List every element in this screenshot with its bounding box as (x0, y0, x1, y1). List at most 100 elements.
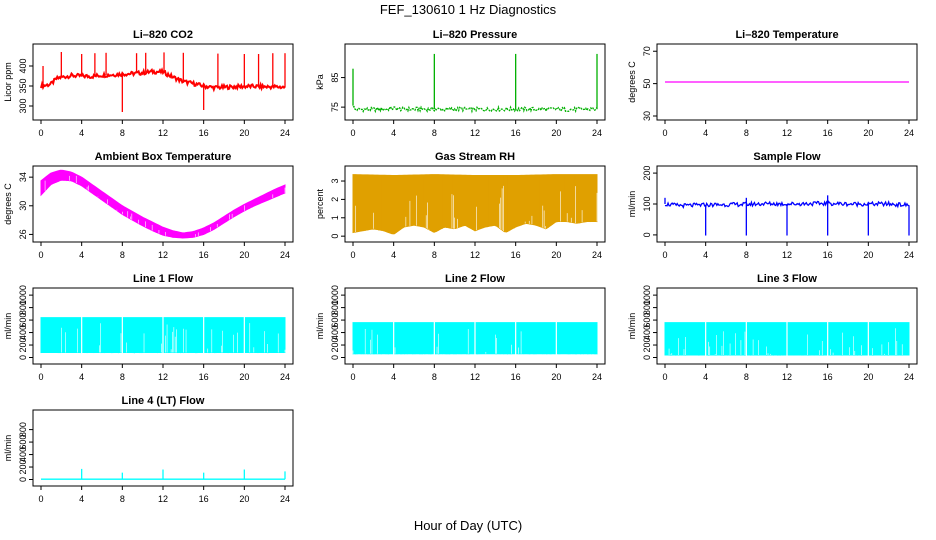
panel-3-ylabel: degrees C (627, 61, 637, 103)
panel-10-ytick-label: 200 (18, 460, 28, 475)
panel-6-xtick-label: 12 (782, 250, 792, 260)
panel-3-ytick-label: 70 (642, 46, 652, 56)
panel-5-ytick-label: 2 (330, 197, 340, 202)
panel-9-title: Line 3 Flow (757, 273, 817, 285)
panel-2-xtick-label: 8 (432, 128, 437, 138)
panel-3-xtick-label: 16 (823, 128, 833, 138)
panel-9-ylabel: ml/min (627, 313, 637, 340)
panel-10-xtick-label: 24 (280, 494, 290, 504)
panel-9-xtick-label: 24 (904, 372, 914, 382)
panel-3-xtick-label: 4 (703, 128, 708, 138)
panel-1-xtick-label: 8 (120, 128, 125, 138)
panel-6-xtick-label: 16 (823, 250, 833, 260)
panel-5-ytick-label: 0 (330, 234, 340, 239)
panel-7-ytick-label: 0 (18, 355, 28, 360)
panel-1-xtick-label: 24 (280, 128, 290, 138)
panel-5-xtick-label: 4 (391, 250, 396, 260)
panel-4-xtick-label: 4 (79, 250, 84, 260)
panel-2-ylabel: kPa (315, 74, 325, 90)
panel-4-xtick-label: 24 (280, 250, 290, 260)
panel-8-xtick-label: 16 (511, 372, 521, 382)
panel-8-xtick-label: 4 (391, 372, 396, 382)
panel-5-xtick-label: 16 (511, 250, 521, 260)
panel-8-ytick-label: 200 (330, 338, 340, 353)
panel-3-title: Li–820 Temperature (735, 29, 838, 41)
panel-7-ytick-label: 800 (18, 300, 28, 315)
panel-1-xtick-label: 0 (38, 128, 43, 138)
panel-7-ytick-label: 200 (18, 338, 28, 353)
panel-4-title: Ambient Box Temperature (95, 151, 232, 163)
panel-7-ylabel: ml/min (3, 313, 13, 340)
panel-3-ytick-label: 50 (642, 79, 652, 89)
panel-9-xtick-label: 20 (863, 372, 873, 382)
panel-5-title: Gas Stream RH (435, 151, 515, 163)
panel-1-ylabel: Licor ppm (3, 62, 13, 102)
panel-10-ytick-label: 800 (18, 422, 28, 437)
panel-4-ylabel: degrees C (3, 183, 13, 225)
panel-1-series-line-1 (40, 67, 286, 93)
panel-9-xtick-label: 4 (703, 372, 708, 382)
panel-8-ytick-label: 800 (330, 300, 340, 315)
panel-9-ytick-label: 400 (642, 325, 652, 340)
panel-5-xtick-label: 12 (470, 250, 480, 260)
panel-5-xtick-label: 24 (592, 250, 602, 260)
panel-2-xtick-label: 24 (592, 128, 602, 138)
panel-8-ytick-label: 1000 (330, 285, 340, 305)
panel-2-ytick-label: 75 (330, 102, 340, 112)
panel-10-xtick-label: 20 (239, 494, 249, 504)
panel-5-ylabel: percent (315, 188, 325, 219)
panel-10-xtick-label: 12 (158, 494, 168, 504)
panel-7-xtick-label: 12 (158, 372, 168, 382)
panel-3-xtick-label: 24 (904, 128, 914, 138)
panel-9-xtick-label: 8 (744, 372, 749, 382)
panel-8-xtick-label: 0 (350, 372, 355, 382)
panel-6-xtick-label: 8 (744, 250, 749, 260)
panel-10-ytick-label: 600 (18, 435, 28, 450)
panel-6-ytick-label: 200 (642, 166, 652, 181)
panel-9-ytick-label: 1000 (642, 285, 652, 305)
panel-5-ytick-label: 3 (330, 179, 340, 184)
figure-title: FEF_130610 1 Hz Diagnostics (379, 2, 557, 17)
panel-3-xtick-label: 20 (863, 128, 873, 138)
panel-7-ytick-label: 600 (18, 313, 28, 328)
panel-4-xtick-label: 20 (239, 250, 249, 260)
panel-8-xtick-label: 12 (470, 372, 480, 382)
panel-2-xtick-label: 20 (551, 128, 561, 138)
panel-6-ylabel: ml/min (627, 191, 637, 218)
panel-8-ytick-label: 600 (330, 313, 340, 328)
panel-8-ytick-label: 400 (330, 325, 340, 340)
panel-8-xtick-label: 24 (592, 372, 602, 382)
panel-6-ytick-label: 0 (642, 232, 652, 237)
panel-7-xtick-label: 0 (38, 372, 43, 382)
panel-1-ytick-label: 400 (18, 58, 28, 73)
panel-7-ytick-label: 1000 (18, 285, 28, 305)
panel-2-xtick-label: 12 (470, 128, 480, 138)
panel-3-xtick-label: 8 (744, 128, 749, 138)
panel-3-xtick-label: 12 (782, 128, 792, 138)
panel-10-xtick-label: 0 (38, 494, 43, 504)
panel-6-title: Sample Flow (753, 151, 821, 163)
panel-8-title: Line 2 Flow (445, 273, 505, 285)
panel-2-series-line-1 (352, 104, 598, 114)
panel-7-xtick-label: 16 (199, 372, 209, 382)
panel-1-ytick-label: 300 (18, 98, 28, 113)
panel-1-frame (32, 43, 294, 121)
panel-10-ylabel: ml/min (3, 435, 13, 462)
panel-10-ytick-label: 400 (18, 447, 28, 462)
panel-8-xtick-label: 20 (551, 372, 561, 382)
panel-1-title: Li–820 CO2 (133, 29, 193, 41)
panel-6-xtick-label: 0 (662, 250, 667, 260)
panel-4-ytick-label: 26 (18, 229, 28, 239)
panel-10-xtick-label: 8 (120, 494, 125, 504)
panel-3-ytick-label: 30 (642, 111, 652, 121)
panel-10-ytick-label: 0 (18, 477, 28, 482)
panel-9-ytick-label: 0 (642, 355, 652, 360)
panel-6-xtick-label: 4 (703, 250, 708, 260)
panel-9-ytick-label: 800 (642, 300, 652, 315)
panel-4-ytick-label: 34 (18, 172, 28, 182)
panel-2-xtick-label: 4 (391, 128, 396, 138)
panel-7-xtick-label: 4 (79, 372, 84, 382)
panel-8-ylabel: ml/min (315, 313, 325, 340)
panel-7-title: Line 1 Flow (133, 273, 193, 285)
